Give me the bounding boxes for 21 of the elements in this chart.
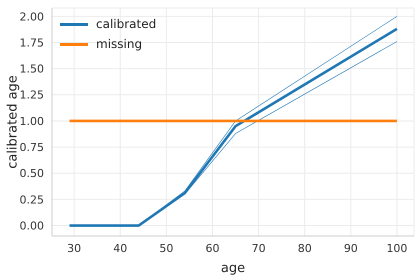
y-tick-label: 1.50 xyxy=(20,62,44,76)
y-tick-label: 1.25 xyxy=(20,88,44,102)
x-tick-label: 60 xyxy=(205,242,220,255)
x-tick-label: 80 xyxy=(298,242,312,255)
y-axis-title: calibrated age xyxy=(6,75,21,169)
legend-label: missing xyxy=(96,36,142,53)
x-axis-title: age xyxy=(220,261,246,276)
x-tick-label: 90 xyxy=(344,242,358,255)
legend-label: calibrated xyxy=(96,16,156,33)
y-tick-label: 0.00 xyxy=(20,219,44,232)
y-tick-label: 0.75 xyxy=(20,141,44,154)
y-tick-label: 1.75 xyxy=(20,36,44,50)
x-tick-label: 100 xyxy=(386,242,408,255)
y-tick-label: 1.00 xyxy=(20,114,44,128)
x-tick-label: 40 xyxy=(113,242,128,255)
y-tick-label: 0.25 xyxy=(20,193,44,206)
x-tick-label: 50 xyxy=(159,242,174,255)
x-tick-label: 70 xyxy=(252,242,266,255)
y-tick-label: 0.50 xyxy=(20,167,44,180)
y-tick-label: 2.00 xyxy=(20,10,44,24)
x-tick-label: 30 xyxy=(67,242,82,255)
